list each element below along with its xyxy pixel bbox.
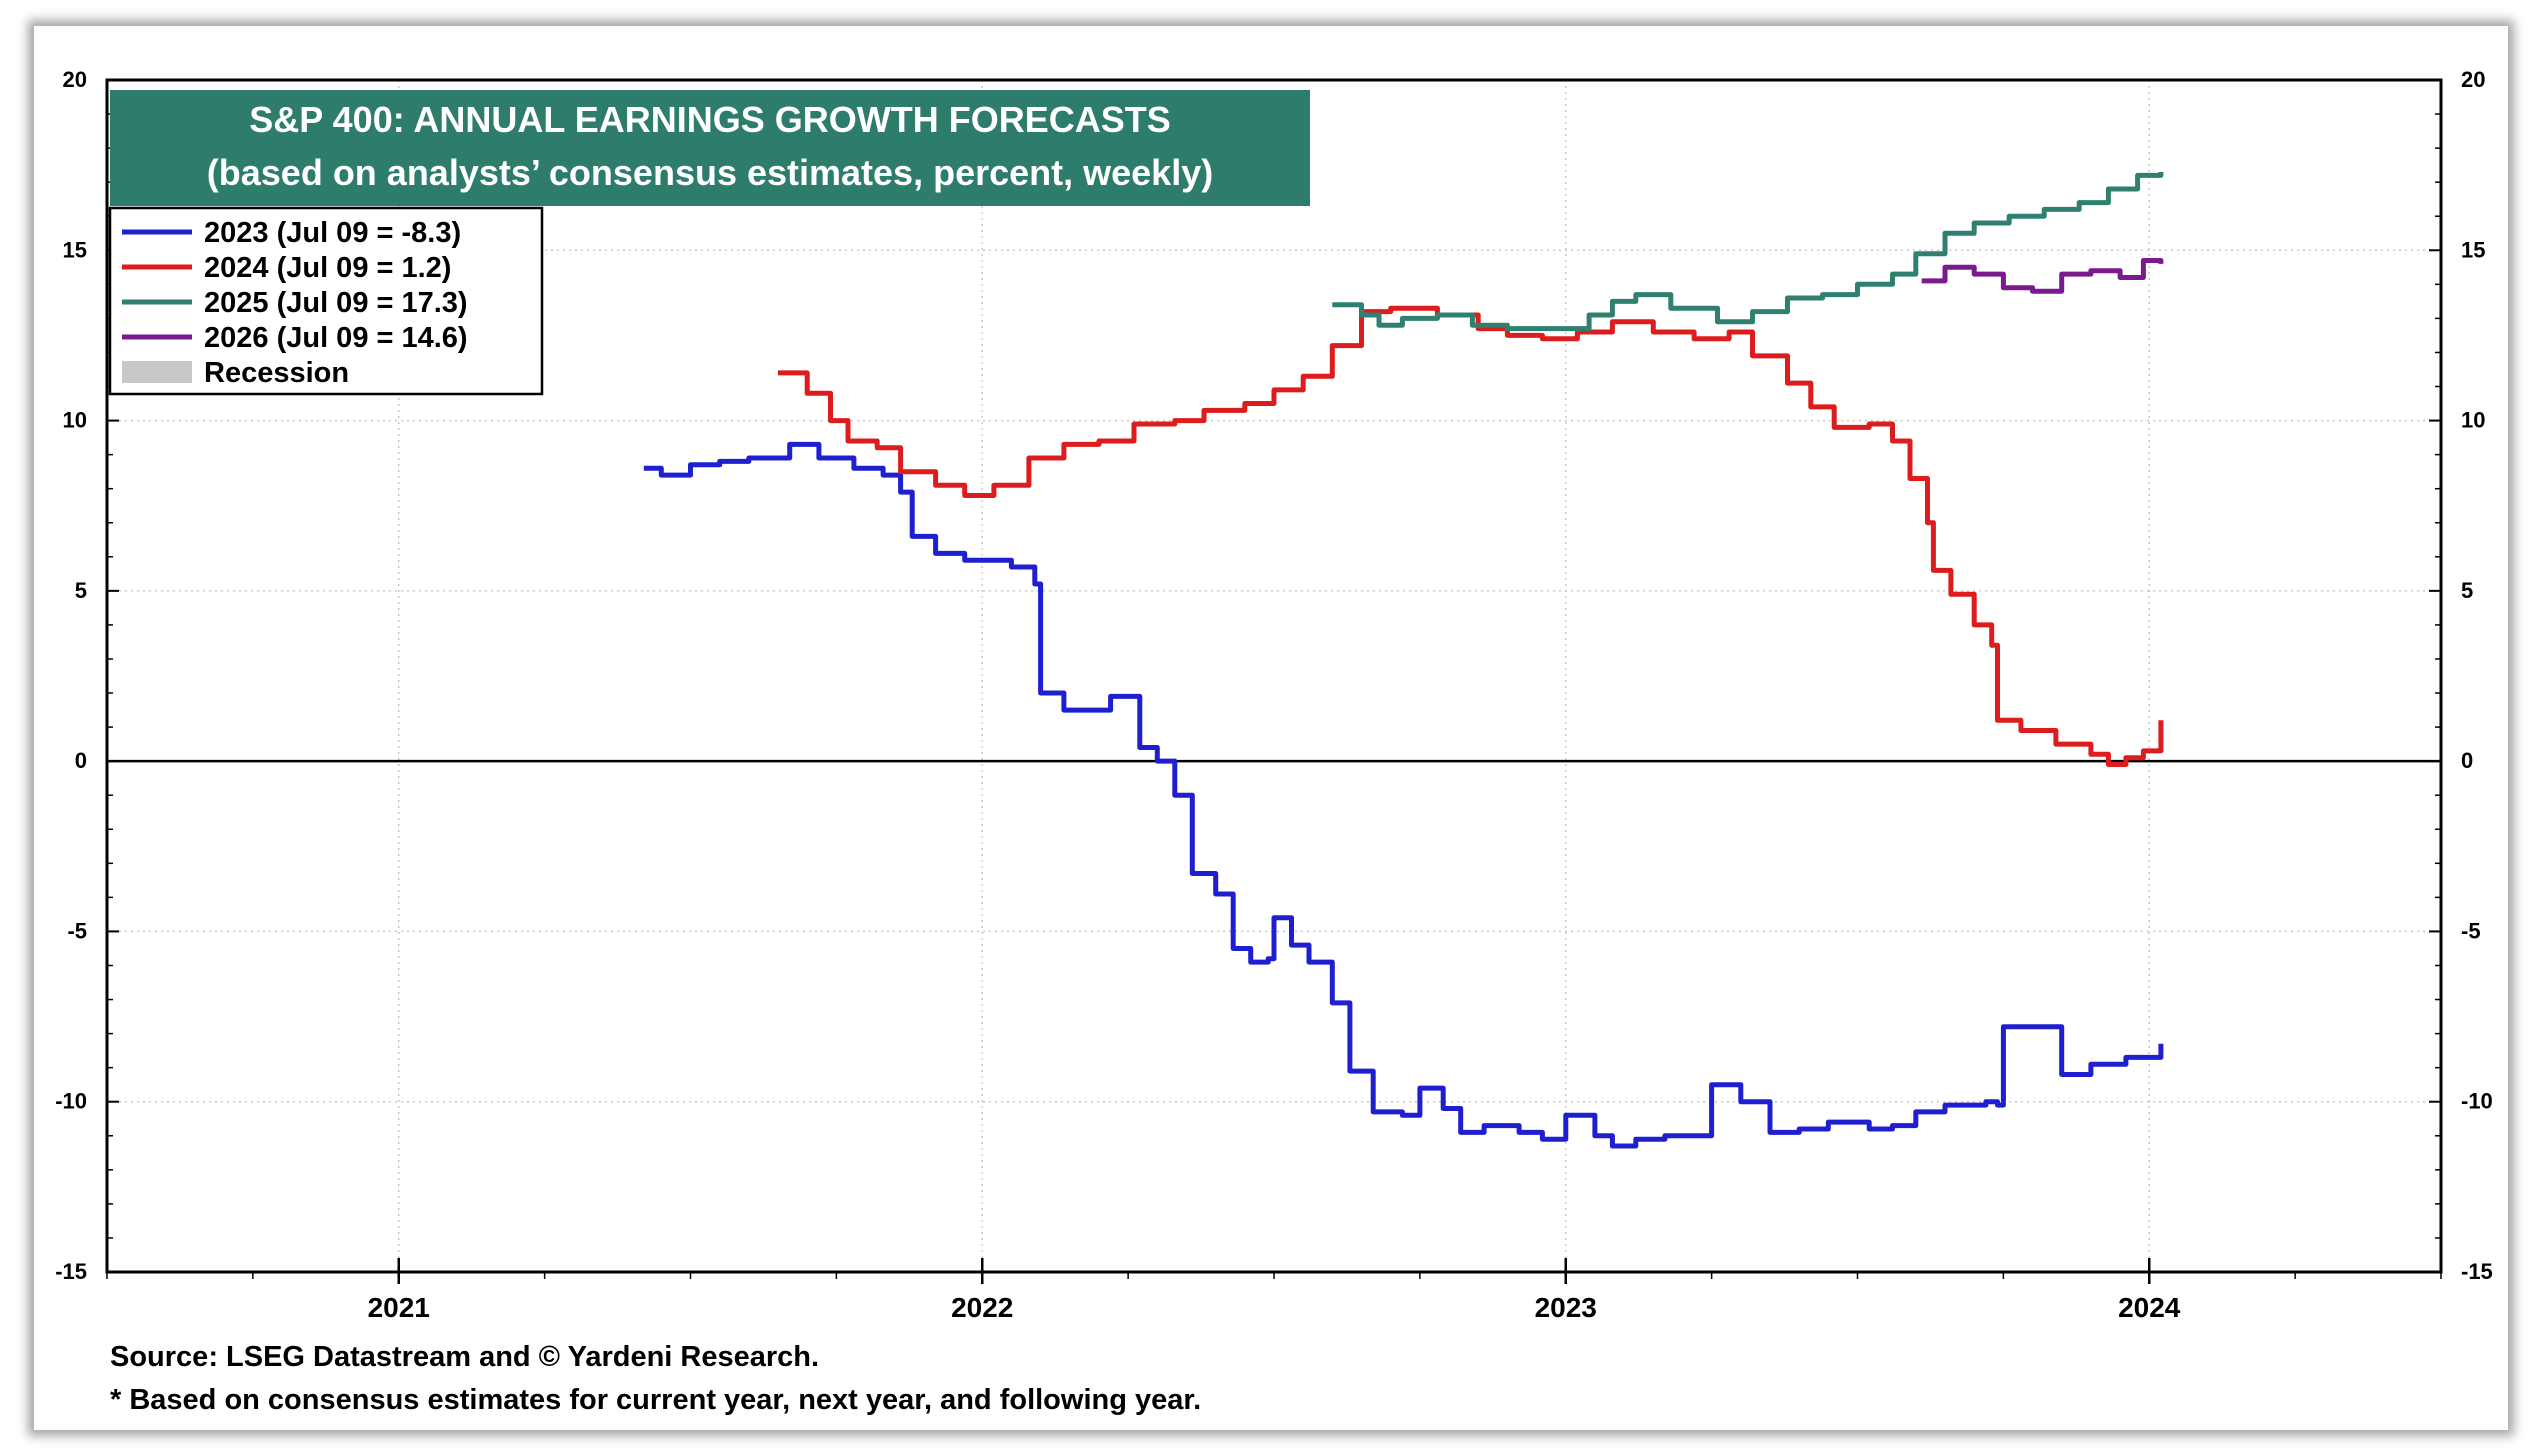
x-tick-label: 2024 — [2118, 1292, 2181, 1323]
y-tick-label-right: 20 — [2461, 67, 2485, 92]
legend-label: 2025 (Jul 09 = 17.3) — [204, 287, 468, 319]
x-tick-label: 2022 — [951, 1292, 1013, 1323]
series-line — [778, 305, 2164, 767]
grid-lines — [107, 80, 2441, 1272]
x-tick-label: 2021 — [368, 1292, 430, 1323]
series-line — [1921, 258, 2164, 294]
legend-swatch-recession — [122, 361, 192, 383]
series-layer — [643, 172, 2164, 1149]
y-tick-label-right: 5 — [2461, 578, 2473, 603]
legend-label-recession: Recession — [204, 357, 349, 389]
y-tick-label-right: 10 — [2461, 408, 2485, 433]
series-line — [1332, 172, 2164, 332]
x-tick-label: 2023 — [1535, 1292, 1597, 1323]
y-axis-right: -15 -10 -5 0 5 10 15 20 — [2429, 67, 2493, 1284]
title-box: S&P 400: ANNUAL EARNINGS GROWTH FORECAST… — [110, 90, 1310, 206]
y-tick-label-right: -10 — [2461, 1089, 2493, 1114]
y-tick-label-left: -10 — [55, 1089, 87, 1114]
y-tick-label-right: -5 — [2461, 918, 2481, 943]
series-line — [643, 441, 2164, 1149]
legend-label: 2023 (Jul 09 = -8.3) — [204, 217, 461, 249]
y-tick-label-left: 5 — [75, 578, 87, 603]
source-note: Source: LSEG Datastream and © Yardeni Re… — [110, 1341, 819, 1373]
chart-title: S&P 400: ANNUAL EARNINGS GROWTH FORECAST… — [249, 99, 1170, 140]
x-axis: 2021 2022 2023 2024 — [106, 1258, 2442, 1323]
y-tick-label-left: 20 — [63, 67, 87, 92]
chart-subtitle: (based on analysts’ consensus estimates,… — [207, 152, 1213, 193]
legend: 2023 (Jul 09 = -8.3)2024 (Jul 09 = 1.2)2… — [108, 206, 544, 396]
y-tick-label-right: -15 — [2461, 1259, 2493, 1284]
y-tick-label-left: 10 — [63, 408, 87, 433]
y-tick-label-left: 0 — [75, 748, 87, 773]
y-tick-label-right: 0 — [2461, 748, 2473, 773]
footnote: * Based on consensus estimates for curre… — [110, 1384, 1201, 1416]
y-axis-left: -15 -10 -5 0 5 10 15 20 — [55, 67, 119, 1284]
legend-label: 2024 (Jul 09 = 1.2) — [204, 252, 451, 284]
y-tick-label-right: 15 — [2461, 237, 2485, 262]
y-tick-label-left: -15 — [55, 1259, 87, 1284]
legend-label: 2026 (Jul 09 = 14.6) — [204, 322, 468, 354]
y-tick-label-left: 15 — [63, 237, 87, 262]
y-tick-label-left: -5 — [67, 918, 87, 943]
